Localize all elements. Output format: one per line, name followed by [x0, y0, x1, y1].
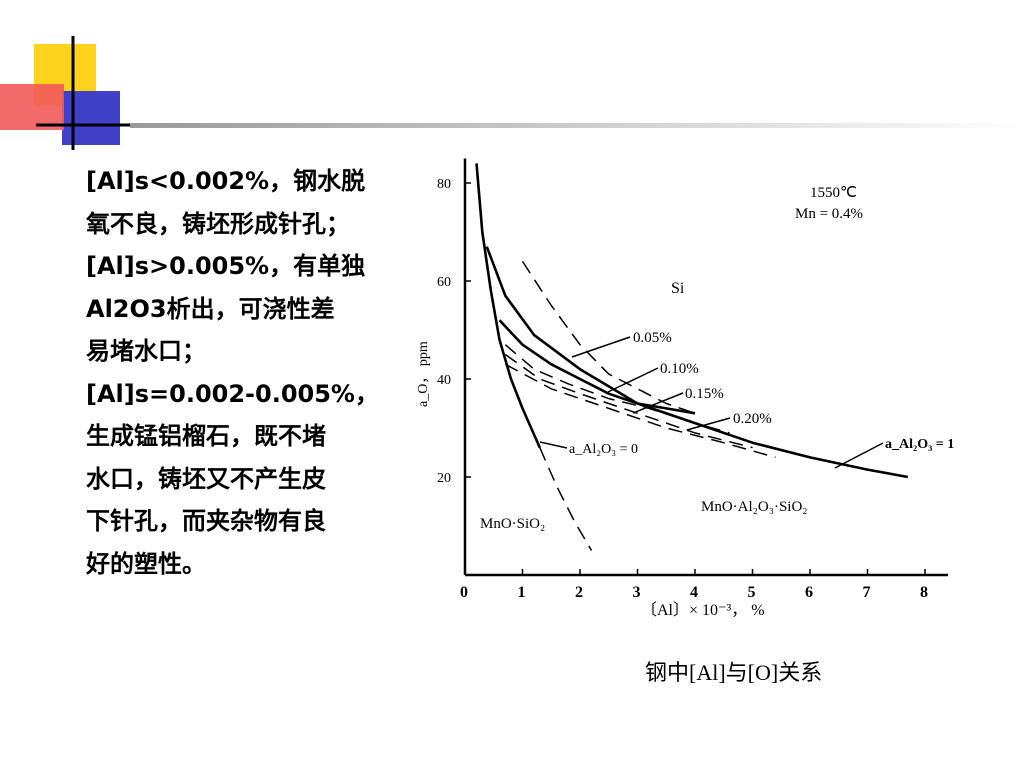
x-axis-label: 〔Al〕× 10⁻³， % — [641, 601, 765, 619]
x-tick-label: 6 — [805, 584, 813, 601]
annotation-leader — [539, 441, 568, 449]
label-mno-al2o3-sio2: MnO·Al₂O₃·SiO₂ — [701, 499, 808, 515]
annotation-a-al2o3-0: a_Al₂O₃ = 0 — [569, 442, 638, 457]
chart-ticks: 0 1 2 3 4 5 6 7 8 20 40 60 80 — [437, 177, 928, 601]
x-tick-label: 7 — [863, 584, 871, 601]
text-line: 易堵水口； — [86, 337, 206, 365]
annotation-leader — [571, 336, 631, 358]
figure-caption: 钢中[Al]与[O]关系 — [645, 660, 823, 685]
deco-fade-rule — [130, 123, 1024, 128]
x-tick-label: 1 — [518, 584, 526, 601]
x-tick-label: 3 — [633, 584, 641, 601]
x-tick-label: 4 — [690, 584, 698, 601]
x-tick-label: 2 — [575, 584, 583, 601]
y-tick-label: 60 — [437, 275, 451, 290]
y-tick-label: 20 — [437, 471, 451, 486]
annotation-si-015: 0.15% — [685, 386, 724, 402]
series-line-7 — [504, 363, 776, 459]
text-line: [Al]s=0.002-0.005%， — [86, 379, 379, 408]
series-line-1 — [475, 163, 541, 449]
x-tick-label: 0 — [460, 584, 468, 601]
text-line: 好的塑性。 — [86, 549, 206, 578]
series-line-5 — [504, 344, 730, 434]
chart-series — [475, 163, 909, 551]
deco-red-square — [0, 84, 64, 130]
annotation-leader — [834, 442, 884, 469]
series-line-3 — [498, 319, 696, 415]
series-line-6 — [504, 353, 753, 449]
al-o-chart: 0 1 2 3 4 5 6 7 8 20 40 60 80 1550℃ Mn = 0.4% Si 0.0… — [416, 158, 954, 619]
title-decoration — [0, 36, 1024, 150]
text-line: 生成锰铝榴石，既不堵 — [86, 422, 326, 450]
text-line: [Al]s<0.002%，钢水脱 — [86, 167, 366, 195]
x-tick-label: 8 — [920, 584, 928, 601]
y-tick-label: 40 — [437, 373, 451, 388]
annotation-a-al2o3-1: a_Al₂O₃ = 1 — [885, 437, 954, 452]
text-line: [Al]s>0.005%，有单独 — [86, 252, 366, 280]
annotation-leader — [607, 367, 659, 393]
series-line-8 — [539, 447, 593, 551]
series-line-4 — [521, 260, 696, 415]
annotation-si-020: 0.20% — [733, 411, 772, 427]
annotation-leader — [632, 392, 684, 414]
condition-temp: 1550℃ — [810, 185, 857, 201]
body-text: [Al]s<0.002%，钢水脱 氧不良，铸坯形成针孔； [Al]s>0.005… — [86, 160, 406, 585]
chart-leader-lines — [539, 336, 884, 469]
annotation-si: Si — [671, 280, 685, 297]
annotation-leader — [686, 417, 731, 431]
x-tick-label: 5 — [748, 584, 756, 601]
annotation-si-010: 0.10% — [660, 361, 699, 377]
deco-blue-square — [62, 91, 120, 145]
text-line: Al2O3析出，可浇性差 — [86, 294, 335, 323]
annotation-si-005: 0.05% — [633, 330, 672, 346]
text-line: 氧不良，铸坯形成针孔； — [86, 209, 350, 238]
condition-mn: Mn = 0.4% — [795, 206, 863, 222]
text-line: 下针孔，而夹杂物有良 — [86, 507, 326, 535]
text-line: 水口，铸坯又不产生皮 — [86, 464, 326, 493]
y-tick-label: 80 — [437, 177, 451, 192]
y-axis-label: a_O， ppm — [416, 341, 431, 407]
label-mno-sio2: MnO·SiO₂ — [480, 516, 545, 532]
